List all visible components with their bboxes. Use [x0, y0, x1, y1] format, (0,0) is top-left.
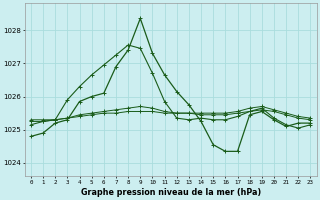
X-axis label: Graphe pression niveau de la mer (hPa): Graphe pression niveau de la mer (hPa)	[81, 188, 261, 197]
